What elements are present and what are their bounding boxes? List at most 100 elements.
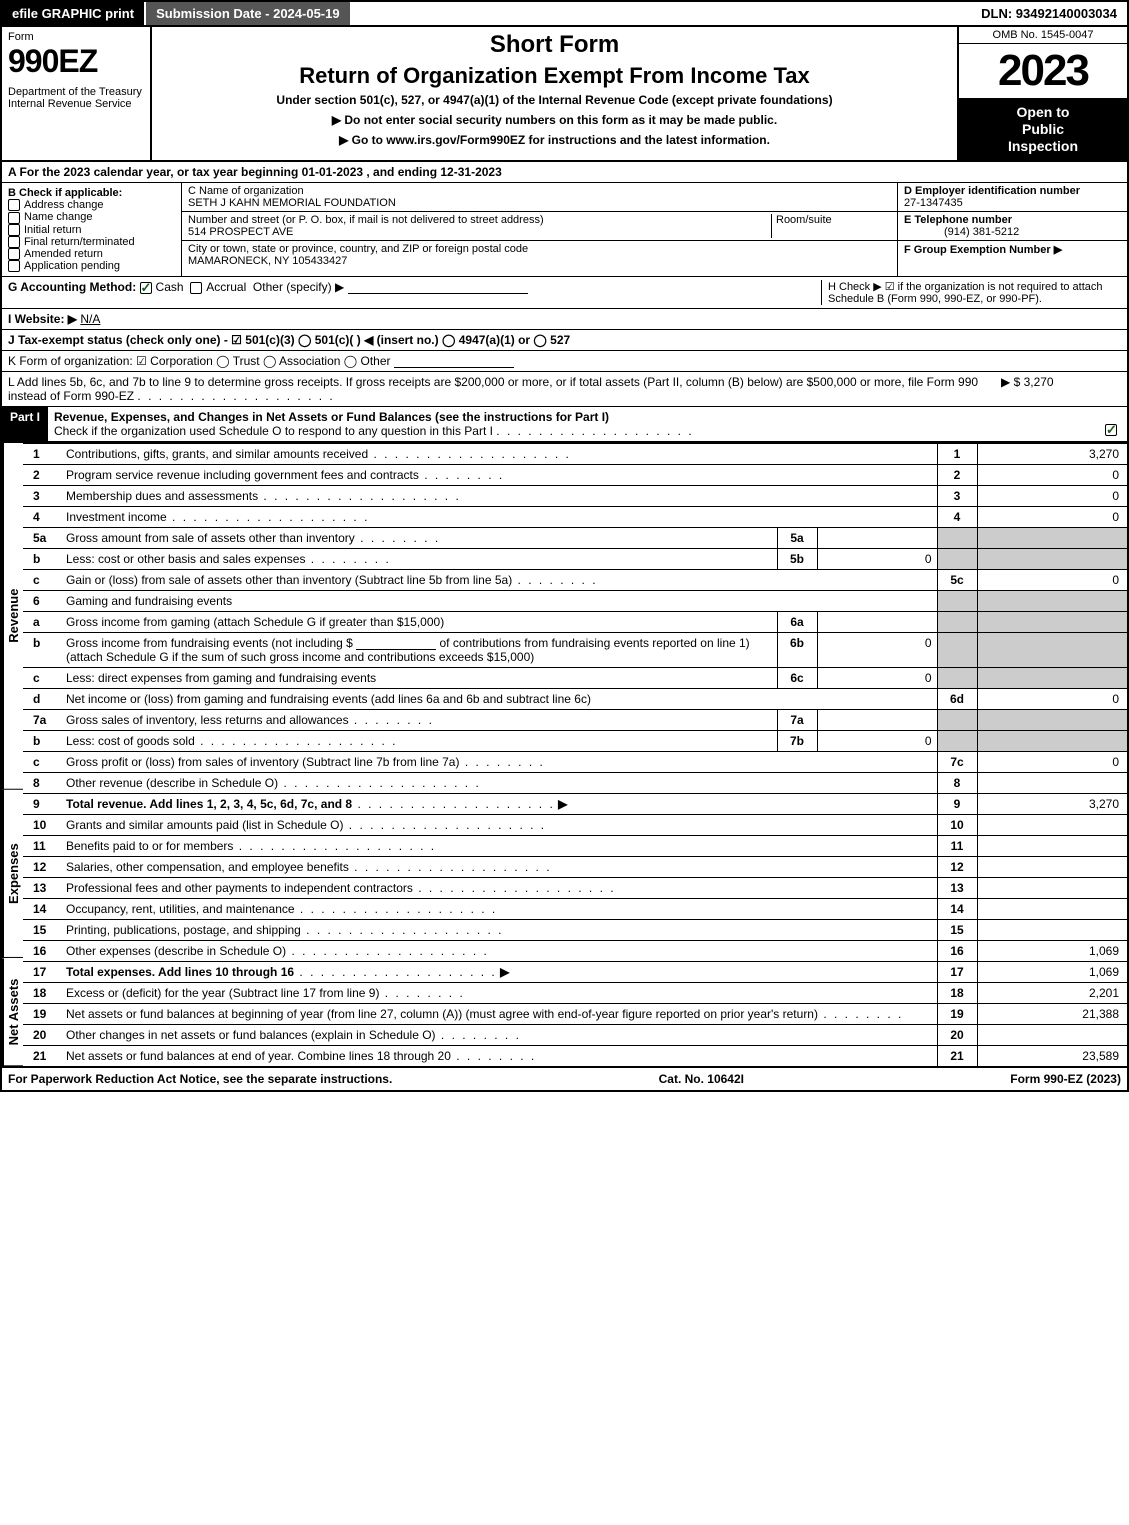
i-label: I Website: ▶ (8, 312, 77, 326)
l12-num: 12 (23, 856, 61, 877)
l18-num: 18 (23, 982, 61, 1003)
l6a-desc: Gross income from gaming (attach Schedul… (61, 611, 777, 632)
line-13: 13 Professional fees and other payments … (23, 877, 1127, 898)
line-19: 19 Net assets or fund balances at beginn… (23, 1003, 1127, 1024)
l7a-desc: Gross sales of inventory, less returns a… (61, 709, 777, 730)
line-12: 12 Salaries, other compensation, and emp… (23, 856, 1127, 877)
l17-num: 17 (23, 961, 61, 982)
tax-year: 2023 (959, 44, 1127, 98)
l20-desc: Other changes in net assets or fund bala… (61, 1024, 937, 1045)
l10-desc: Grants and similar amounts paid (list in… (61, 814, 937, 835)
line-6: 6 Gaming and fundraising events (23, 590, 1127, 611)
form-label: Form (8, 31, 144, 43)
l5b-gray (937, 548, 977, 569)
l5b-gray2 (977, 548, 1127, 569)
k-text: K Form of organization: ☑ Corporation ◯ … (8, 354, 391, 368)
org-name: SETH J KAHN MEMORIAL FOUNDATION (188, 197, 396, 209)
tel-row: E Telephone number (914) 381-5212 (898, 212, 1127, 241)
l6b-gray2 (977, 632, 1127, 667)
ein-row: D Employer identification number 27-1347… (898, 183, 1127, 212)
l12-amount (977, 856, 1127, 877)
l8-desc: Other revenue (describe in Schedule O) (61, 772, 937, 793)
k-other-blank[interactable] (394, 354, 514, 368)
check-final-return[interactable] (8, 236, 20, 248)
check-cash[interactable] (140, 282, 152, 294)
ein-value: 27-1347435 (904, 197, 963, 209)
l3-linenum: 3 (937, 485, 977, 506)
l12-desc: Salaries, other compensation, and employ… (61, 856, 937, 877)
j-text: J Tax-exempt status (check only one) - ☑… (8, 333, 570, 347)
check-amended-return[interactable] (8, 248, 20, 260)
l21-amount: 23,589 (977, 1045, 1127, 1066)
l6a-gray2 (977, 611, 1127, 632)
line-4: 4 Investment income 4 0 (23, 506, 1127, 527)
line-6c: c Less: direct expenses from gaming and … (23, 667, 1127, 688)
tel-value: (914) 381-5212 (904, 226, 1019, 238)
l6-gray2 (977, 590, 1127, 611)
form-header: Form 990EZ Department of the Treasury In… (0, 27, 1129, 162)
check-accrual[interactable] (190, 282, 202, 294)
other-specify-blank[interactable] (348, 280, 528, 294)
l13-desc: Professional fees and other payments to … (61, 877, 937, 898)
goto-link[interactable]: ▶ Go to www.irs.gov/Form990EZ for instru… (160, 133, 949, 147)
header-left: Form 990EZ Department of the Treasury In… (2, 27, 152, 160)
l19-num: 19 (23, 1003, 61, 1024)
l7b-desc: Less: cost of goods sold (61, 730, 777, 751)
l16-num: 16 (23, 940, 61, 961)
l7c-linenum: 7c (937, 751, 977, 772)
open-line-3: Inspection (963, 138, 1123, 155)
line-6b: b Gross income from fundraising events (… (23, 632, 1127, 667)
l1-linenum: 1 (937, 443, 977, 464)
part-1-check-o: Check if the organization used Schedule … (54, 424, 493, 438)
check-schedule-o[interactable] (1105, 424, 1117, 436)
l6c-num: c (23, 667, 61, 688)
other-label: Other (specify) ▶ (253, 280, 344, 294)
l6c-desc: Less: direct expenses from gaming and fu… (61, 667, 777, 688)
l8-linenum: 8 (937, 772, 977, 793)
open-line-1: Open to (963, 104, 1123, 121)
l8-num: 8 (23, 772, 61, 793)
section-k: K Form of organization: ☑ Corporation ◯ … (2, 350, 1127, 371)
org-name-row: C Name of organization SETH J KAHN MEMOR… (182, 183, 897, 212)
line-7c: c Gross profit or (loss) from sales of i… (23, 751, 1127, 772)
l5c-linenum: 5c (937, 569, 977, 590)
l5b-subnum: 5b (777, 548, 817, 569)
l5a-gray2 (977, 527, 1127, 548)
l8-amount (977, 772, 1127, 793)
g-label: G Accounting Method: (8, 280, 136, 294)
l11-amount (977, 835, 1127, 856)
l21-num: 21 (23, 1045, 61, 1066)
check-application-pending[interactable] (8, 260, 20, 272)
l2-linenum: 2 (937, 464, 977, 485)
l6a-num: a (23, 611, 61, 632)
dots-icon (496, 424, 693, 438)
check-label-1: Name change (24, 211, 93, 223)
l5a-desc: Gross amount from sale of assets other t… (61, 527, 777, 548)
check-label-2: Initial return (24, 224, 81, 236)
l6d-linenum: 6d (937, 688, 977, 709)
check-initial-return[interactable] (8, 224, 20, 236)
h-text: H Check ▶ ☑ if the organization is not r… (828, 281, 1103, 305)
line-9: 9 Total revenue. Add lines 1, 2, 3, 4, 5… (23, 793, 1127, 814)
l6b-subnum: 6b (777, 632, 817, 667)
line-7a: 7a Gross sales of inventory, less return… (23, 709, 1127, 730)
l6b-blank[interactable] (356, 636, 436, 650)
tel-label: E Telephone number (904, 214, 1012, 226)
group-row: F Group Exemption Number ▶ (898, 241, 1127, 258)
check-address-change[interactable] (8, 199, 20, 211)
l20-linenum: 20 (937, 1024, 977, 1045)
check-name-change[interactable] (8, 212, 20, 224)
l6-desc: Gaming and fundraising events (61, 590, 937, 611)
check-label-5: Application pending (24, 260, 120, 272)
l7b-subval: 0 (817, 730, 937, 751)
l6b-num: b (23, 632, 61, 667)
vertical-labels: Revenue Expenses Net Assets (2, 443, 23, 1066)
l20-num: 20 (23, 1024, 61, 1045)
l7b-subnum: 7b (777, 730, 817, 751)
section-a-text: A For the 2023 calendar year, or tax yea… (8, 165, 502, 179)
revenue-label: Revenue (2, 443, 23, 790)
l3-num: 3 (23, 485, 61, 506)
l7a-subval (817, 709, 937, 730)
l7c-amount: 0 (977, 751, 1127, 772)
header-right: OMB No. 1545-0047 2023 Open to Public In… (957, 27, 1127, 160)
